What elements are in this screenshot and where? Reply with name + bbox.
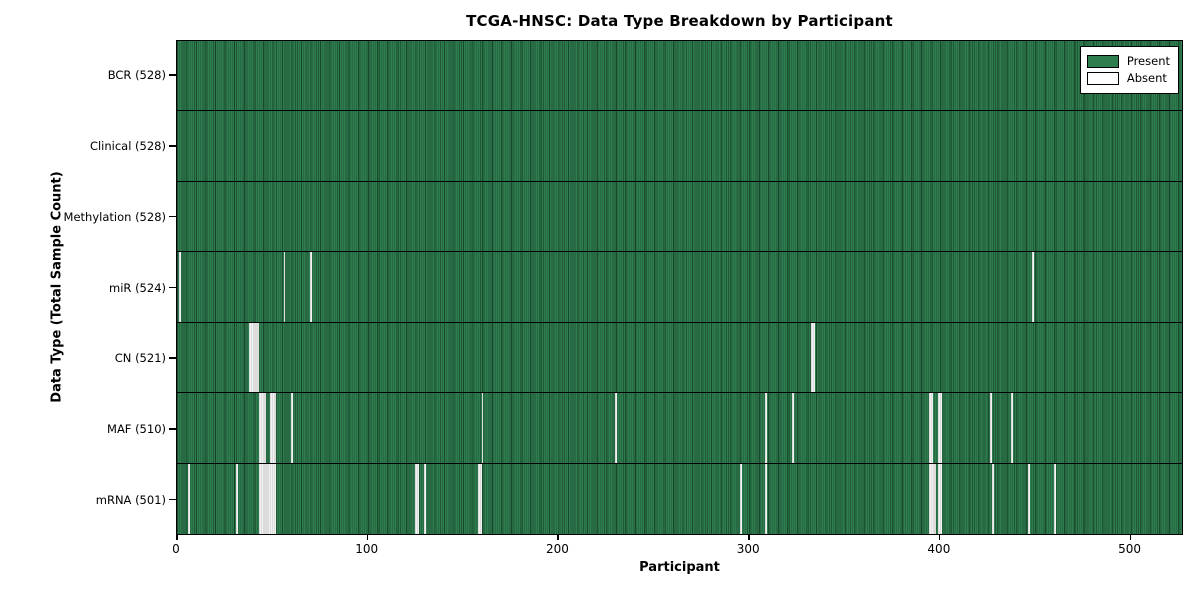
ytick-label-maf: MAF (510) — [107, 421, 166, 436]
heatmap-rows — [177, 41, 1182, 534]
absent-gap — [765, 463, 768, 534]
ytick-mark — [169, 145, 176, 147]
absent-gap — [928, 463, 937, 534]
absent-gap — [424, 463, 427, 534]
absent-gap — [270, 393, 276, 463]
x-axis-label: Participant — [639, 560, 720, 575]
absent-gap — [414, 463, 419, 534]
absent-gap — [740, 463, 743, 534]
absent-gap — [1010, 393, 1013, 463]
plot-area: Present Absent — [176, 40, 1183, 535]
heatmap-row-maf — [177, 393, 1182, 464]
xtick-mark — [176, 535, 178, 540]
chart-title: TCGA-HNSC: Data Type Breakdown by Partic… — [466, 12, 893, 30]
absent-gap — [258, 393, 267, 463]
absent-gap — [178, 252, 181, 322]
heatmap-row-mrna — [177, 463, 1182, 534]
present-swatch-icon — [1086, 55, 1119, 68]
ytick-label-cn: CN (521) — [114, 351, 166, 366]
absent-gap — [989, 393, 992, 463]
absent-gap — [477, 463, 482, 534]
legend-present-label: Present — [1126, 54, 1170, 68]
absent-gap — [1031, 252, 1034, 322]
present-fill — [177, 393, 1182, 463]
absent-swatch-icon — [1086, 72, 1119, 85]
absent-gap — [938, 463, 943, 534]
absent-gap — [249, 322, 259, 393]
heatmap-row-methylation — [177, 181, 1182, 253]
ytick-label-bcr: BCR (528) — [107, 68, 166, 83]
ytick-mark — [169, 74, 176, 76]
ytick-label-mir: miR (524) — [109, 280, 166, 295]
legend-entry-present: Present — [1086, 54, 1170, 69]
absent-gap — [991, 463, 994, 534]
ytick-mark — [169, 427, 176, 430]
absent-gap — [1027, 463, 1030, 534]
ytick-mark — [169, 498, 176, 501]
xtick-label-0: 0 — [172, 542, 180, 556]
present-fill — [177, 252, 1182, 322]
heatmap-row-mir — [177, 252, 1182, 323]
absent-gap — [1054, 463, 1057, 534]
present-fill — [177, 181, 1182, 252]
xtick-mark — [366, 535, 369, 540]
ytick-mark — [169, 357, 176, 359]
xtick-label-300: 300 — [736, 542, 760, 556]
ytick-mark — [169, 215, 176, 218]
present-fill — [177, 463, 1182, 534]
xtick-mark — [938, 535, 941, 540]
absent-gap — [791, 393, 794, 463]
absent-gap — [283, 252, 286, 322]
heatmap-row-clinical — [177, 111, 1182, 182]
heatmap-row-cn — [177, 322, 1182, 394]
legend-entry-absent: Absent — [1086, 71, 1170, 86]
xtick-label-200: 200 — [545, 542, 569, 556]
absent-gap — [188, 463, 191, 534]
absent-gap — [481, 393, 484, 463]
legend-absent-label: Absent — [1126, 71, 1167, 85]
xtick-mark — [1129, 535, 1132, 540]
absent-gap — [291, 393, 294, 463]
xtick-label-500: 500 — [1118, 542, 1142, 556]
present-fill — [177, 111, 1182, 181]
absent-gap — [614, 393, 617, 463]
xtick-label-400: 400 — [927, 542, 951, 556]
absent-gap — [938, 393, 943, 463]
absent-gap — [236, 463, 238, 534]
present-fill — [177, 322, 1182, 393]
xtick-label-100: 100 — [355, 542, 379, 556]
heatmap-row-bcr — [177, 41, 1182, 112]
ytick-label-mrna: mRNA (501) — [95, 492, 166, 507]
absent-gap — [310, 252, 313, 322]
legend: Present Absent — [1079, 46, 1179, 94]
xtick-mark — [557, 535, 560, 540]
ytick-mark — [169, 286, 176, 289]
ytick-label-methylation: Methylation (528) — [63, 209, 166, 224]
absent-gap — [810, 322, 815, 393]
absent-gap — [258, 463, 276, 534]
xtick-mark — [748, 535, 750, 540]
absent-gap — [765, 393, 768, 463]
ytick-label-clinical: Clinical (528) — [89, 139, 166, 154]
absent-gap — [928, 393, 933, 463]
present-fill — [177, 41, 1182, 111]
